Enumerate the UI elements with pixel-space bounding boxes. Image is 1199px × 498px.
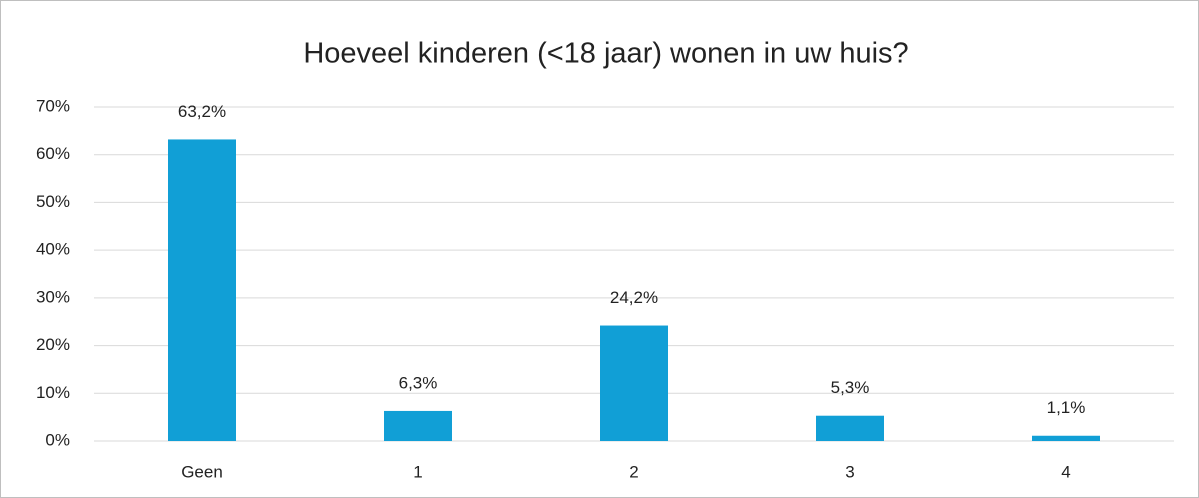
value-label: 1,1% [1047,398,1086,417]
x-tick-label: 3 [845,462,854,481]
bar [816,415,884,441]
value-label: 24,2% [610,288,658,307]
x-tick-label: 1 [413,462,422,481]
x-tick-label: 4 [1061,462,1070,481]
value-label: 6,3% [399,373,438,392]
y-tick-label: 0% [45,430,70,449]
y-tick-label: 50% [36,192,70,211]
y-tick-label: 60% [36,144,70,163]
value-label: 63,2% [178,102,226,121]
y-tick-label: 20% [36,335,70,354]
y-tick-label: 70% [36,96,70,115]
y-tick-label: 40% [36,240,70,259]
bar [600,325,668,441]
y-tick-label: 30% [36,287,70,306]
bar [384,410,452,441]
bar [1032,435,1100,441]
y-tick-label: 10% [36,383,70,402]
bar [168,139,236,441]
x-tick-label: Geen [181,462,223,481]
chart-title: Hoeveel kinderen (<18 jaar) wonen in uw … [303,38,908,70]
x-tick-label: 2 [629,462,638,481]
value-label: 5,3% [831,378,870,397]
